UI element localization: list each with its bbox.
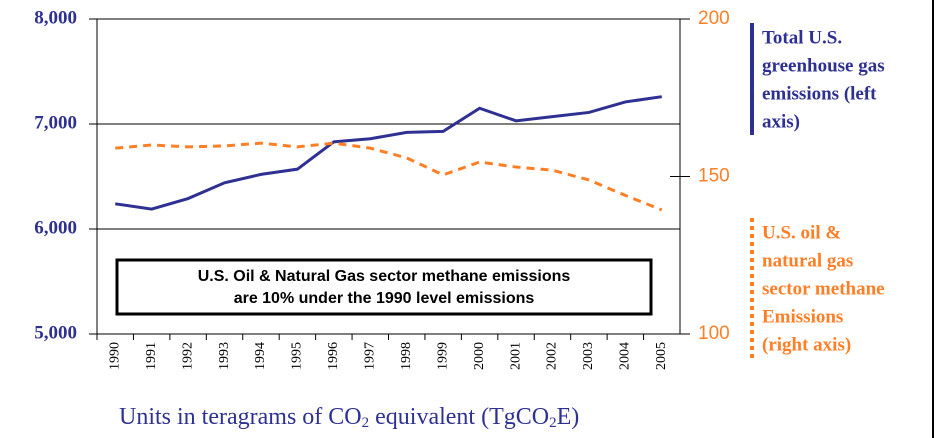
legend-label: Emissions bbox=[762, 306, 843, 327]
y-tick-label: 8,000 bbox=[34, 7, 77, 28]
legend-label: axis) bbox=[762, 111, 800, 132]
caption-part: Units in teragrams of CO bbox=[119, 404, 362, 430]
legend-label: Total U.S. bbox=[762, 27, 842, 48]
x-tick-label: 1998 bbox=[399, 342, 414, 370]
caption: Units in teragrams of CO2 equivalent (Tg… bbox=[119, 404, 579, 432]
caption-part: E) bbox=[557, 404, 580, 430]
x-tick-label: 1990 bbox=[107, 342, 122, 370]
y-tick-label: 6,000 bbox=[34, 217, 77, 238]
annotation: are 10% under the 1990 level emissions bbox=[234, 290, 535, 307]
annotation: U.S. Oil & Natural Gas sector methane em… bbox=[198, 268, 571, 285]
legend-label: (right axis) bbox=[762, 334, 851, 355]
legend-label: greenhouse gas bbox=[762, 55, 885, 76]
series-line bbox=[115, 95, 662, 211]
legend-label: sector methane bbox=[762, 278, 885, 299]
x-tick-label: 1994 bbox=[253, 342, 268, 370]
y-tick-label: 7,000 bbox=[34, 112, 77, 133]
x-tick-label: 1996 bbox=[326, 342, 341, 370]
legend-label: U.S. oil & bbox=[762, 222, 841, 243]
x-tick-label: 1993 bbox=[217, 342, 232, 370]
x-tick-label: 2002 bbox=[545, 342, 560, 370]
x-tick-label: 1995 bbox=[290, 342, 305, 370]
x-tick-label: 2003 bbox=[581, 342, 596, 370]
x-tick-label: 2004 bbox=[618, 342, 633, 370]
legend-label: natural gas bbox=[762, 250, 853, 271]
x-tick-label: 1991 bbox=[144, 342, 159, 370]
y2-tick-label: 100 bbox=[698, 323, 730, 344]
caption-part: 2 bbox=[549, 415, 557, 431]
y-tick-label: 5,000 bbox=[34, 322, 77, 343]
series-line bbox=[115, 141, 663, 212]
caption-part: equivalent (TgCO bbox=[369, 404, 549, 430]
x-tick-label: 1997 bbox=[363, 342, 378, 370]
annotation-box bbox=[115, 258, 653, 316]
caption-part: 2 bbox=[362, 415, 370, 431]
y2-tick-label: 200 bbox=[698, 8, 730, 29]
y2-tick-label: 150 bbox=[698, 166, 730, 187]
x-tick-label: 2001 bbox=[508, 342, 523, 370]
x-tick-label: 2005 bbox=[654, 342, 669, 370]
x-tick-label: 1999 bbox=[435, 342, 450, 370]
x-tick-label: 2000 bbox=[472, 342, 487, 370]
x-tick-label: 1992 bbox=[180, 342, 195, 370]
legend-label: emissions (left bbox=[762, 83, 877, 104]
